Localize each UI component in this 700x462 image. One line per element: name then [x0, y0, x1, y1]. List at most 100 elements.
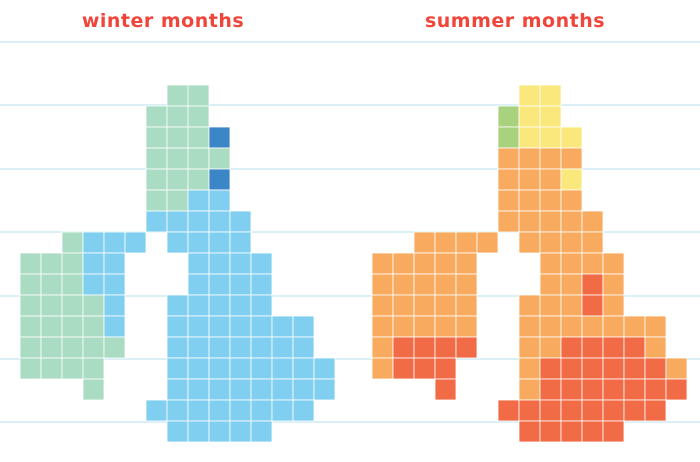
grid-cell — [560, 147, 583, 170]
grid-cell — [145, 105, 168, 128]
grid-cell — [187, 231, 210, 254]
grid-cell — [187, 252, 210, 275]
grid-cell — [166, 210, 189, 233]
grid-cell — [539, 231, 562, 254]
grid-cell — [581, 357, 604, 380]
grid-cell — [208, 420, 231, 443]
grid-cell — [560, 420, 583, 443]
grid-cell — [581, 378, 604, 401]
grid-cell — [82, 252, 105, 275]
grid-cell — [166, 105, 189, 128]
grid-cell — [250, 399, 273, 422]
grid-cell — [229, 210, 252, 233]
grid-cell — [292, 336, 315, 359]
grid-cell — [166, 378, 189, 401]
grid-cell — [313, 357, 336, 380]
grid-cell — [208, 315, 231, 338]
grid-cell — [166, 399, 189, 422]
grid-cell — [187, 273, 210, 296]
grid-cell — [434, 315, 457, 338]
grid-cell — [208, 399, 231, 422]
grid-cell — [602, 252, 625, 275]
grid-cell — [19, 357, 42, 380]
grid-cell — [434, 252, 457, 275]
grid-cell — [250, 315, 273, 338]
grid-cell — [229, 273, 252, 296]
grid-cell — [602, 294, 625, 317]
grid-cell — [560, 273, 583, 296]
grid-cell — [665, 357, 688, 380]
grid-cell — [103, 231, 126, 254]
grid-cell — [103, 252, 126, 275]
grid-cell — [19, 273, 42, 296]
grid-cell — [187, 378, 210, 401]
grid-cell — [560, 315, 583, 338]
grid-cell — [560, 336, 583, 359]
grid-cell — [392, 294, 415, 317]
grid-cell — [250, 420, 273, 443]
grid-cell — [539, 126, 562, 149]
grid-cell — [292, 357, 315, 380]
grid-cell — [518, 294, 541, 317]
grid-cell — [103, 315, 126, 338]
grid-cell — [208, 294, 231, 317]
grid-cell — [208, 273, 231, 296]
grid-cell — [455, 294, 478, 317]
grid-cell — [208, 252, 231, 275]
grid-cell — [539, 399, 562, 422]
grid-cell — [371, 315, 394, 338]
grid-cell — [371, 357, 394, 380]
grid-cell — [539, 105, 562, 128]
grid-cell — [518, 168, 541, 191]
grid-cell — [187, 189, 210, 212]
grid-cell — [581, 210, 604, 233]
grid-cell — [623, 357, 646, 380]
grid-cell — [187, 84, 210, 107]
grid-cell — [644, 336, 667, 359]
grid-cell — [581, 252, 604, 275]
grid-cell — [518, 315, 541, 338]
grid-cell — [581, 399, 604, 422]
grid-cell — [208, 126, 231, 149]
grid-cell — [518, 84, 541, 107]
grid-cell — [208, 231, 231, 254]
grid-cell — [413, 231, 436, 254]
grid-cell — [518, 147, 541, 170]
grid-cell — [271, 399, 294, 422]
grid-cell — [539, 420, 562, 443]
grid-cell — [560, 294, 583, 317]
grid-cell — [560, 168, 583, 191]
grid-cell — [560, 378, 583, 401]
grid-cell — [434, 273, 457, 296]
grid-cell — [392, 357, 415, 380]
grid-cell — [208, 336, 231, 359]
grid-cell — [145, 399, 168, 422]
grid-cell — [581, 231, 604, 254]
grid-cell — [497, 168, 520, 191]
grid-cell — [187, 399, 210, 422]
grid-cell — [19, 336, 42, 359]
grid-cell — [623, 378, 646, 401]
grid-cell — [623, 315, 646, 338]
grid-cell — [518, 126, 541, 149]
grid-cell — [560, 252, 583, 275]
grid-cell — [250, 378, 273, 401]
grid-cell — [250, 294, 273, 317]
grid-cell — [208, 189, 231, 212]
grid-cell — [497, 147, 520, 170]
grid-cell — [187, 168, 210, 191]
grid-cell — [208, 210, 231, 233]
grid-cell — [145, 147, 168, 170]
grid-cell — [644, 315, 667, 338]
grid-cell — [539, 210, 562, 233]
grid-cell — [581, 336, 604, 359]
grid-cell — [560, 210, 583, 233]
grid-cell — [19, 252, 42, 275]
grid-cell — [250, 336, 273, 359]
grid-cell — [434, 357, 457, 380]
grid-cell — [539, 273, 562, 296]
grid-cell — [229, 399, 252, 422]
grid-cell — [229, 252, 252, 275]
grid-cell — [560, 357, 583, 380]
